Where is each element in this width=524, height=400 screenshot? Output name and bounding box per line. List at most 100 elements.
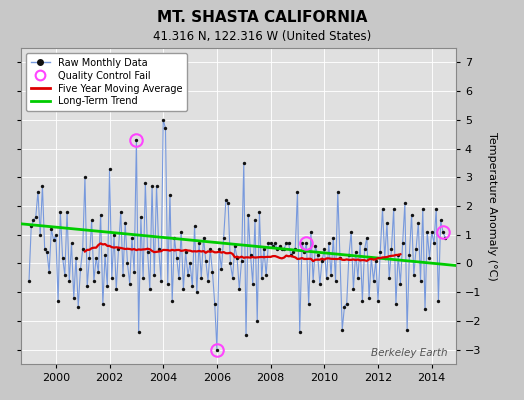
Point xyxy=(195,240,203,246)
Point xyxy=(179,286,188,292)
Point xyxy=(31,214,40,221)
Text: MT. SHASTA CALIFORNIA: MT. SHASTA CALIFORNIA xyxy=(157,10,367,25)
Text: Berkeley Earth: Berkeley Earth xyxy=(370,348,447,358)
Point xyxy=(233,254,241,261)
Point xyxy=(394,252,402,258)
Point xyxy=(396,280,405,287)
Point xyxy=(65,278,73,284)
Point xyxy=(401,200,409,206)
Point xyxy=(311,243,320,250)
Point xyxy=(81,174,89,180)
Point xyxy=(231,243,239,250)
Point xyxy=(296,329,304,336)
Point xyxy=(287,252,295,258)
Point xyxy=(170,234,179,241)
Point xyxy=(260,246,268,252)
Point xyxy=(112,286,121,292)
Point xyxy=(248,280,257,287)
Point xyxy=(410,272,418,278)
Point xyxy=(130,269,138,275)
Point xyxy=(309,278,318,284)
Point xyxy=(38,183,47,189)
Point xyxy=(211,300,219,307)
Point xyxy=(278,246,286,252)
Point xyxy=(222,197,230,204)
Point xyxy=(318,257,326,264)
Point xyxy=(217,266,226,272)
Point xyxy=(343,300,351,307)
Point xyxy=(110,232,118,238)
Point xyxy=(244,212,253,218)
Point xyxy=(186,260,194,267)
Point xyxy=(72,254,80,261)
Point xyxy=(161,125,170,132)
Point xyxy=(269,243,277,250)
Point xyxy=(282,240,290,246)
Point xyxy=(392,300,400,307)
Point xyxy=(139,275,147,281)
Point xyxy=(365,295,373,301)
Point xyxy=(132,137,140,143)
Point xyxy=(77,266,85,272)
Point xyxy=(83,283,91,290)
Point xyxy=(101,252,110,258)
Point xyxy=(257,275,266,281)
Point xyxy=(285,240,293,246)
Point xyxy=(246,252,255,258)
Point xyxy=(96,212,105,218)
Point xyxy=(152,183,161,189)
Point xyxy=(414,220,422,226)
Point xyxy=(407,212,416,218)
Point xyxy=(74,303,82,310)
Point xyxy=(88,217,96,224)
Point xyxy=(184,272,192,278)
Point xyxy=(291,246,299,252)
Point xyxy=(313,252,322,258)
Point xyxy=(135,329,143,336)
Point xyxy=(354,275,362,281)
Point xyxy=(271,240,279,246)
Point xyxy=(251,217,259,224)
Point xyxy=(322,275,331,281)
Point xyxy=(428,229,436,235)
Point xyxy=(405,252,413,258)
Point xyxy=(273,246,281,252)
Point xyxy=(61,272,69,278)
Point xyxy=(363,234,371,241)
Point xyxy=(307,229,315,235)
Point xyxy=(181,249,190,255)
Point xyxy=(202,257,210,264)
Point xyxy=(224,200,232,206)
Point xyxy=(430,240,438,246)
Point xyxy=(338,326,346,333)
Point xyxy=(436,217,445,224)
Point xyxy=(27,223,36,229)
Point xyxy=(378,206,387,212)
Point xyxy=(361,246,369,252)
Point xyxy=(49,237,58,244)
Point xyxy=(347,229,355,235)
Point xyxy=(304,300,313,307)
Point xyxy=(155,246,163,252)
Point xyxy=(262,272,270,278)
Point xyxy=(325,240,333,246)
Point xyxy=(174,275,183,281)
Point xyxy=(356,240,364,246)
Point xyxy=(403,326,411,333)
Point xyxy=(63,208,71,215)
Point xyxy=(336,254,344,261)
Point xyxy=(293,188,302,195)
Point xyxy=(320,246,329,252)
Point xyxy=(289,249,297,255)
Point xyxy=(197,275,205,281)
Point xyxy=(367,254,376,261)
Point xyxy=(423,229,431,235)
Point xyxy=(99,300,107,307)
Point xyxy=(208,269,216,275)
Point xyxy=(315,280,324,287)
Point xyxy=(123,260,132,267)
Point xyxy=(103,283,112,290)
Point xyxy=(398,240,407,246)
Point xyxy=(385,275,394,281)
Point xyxy=(215,246,223,252)
